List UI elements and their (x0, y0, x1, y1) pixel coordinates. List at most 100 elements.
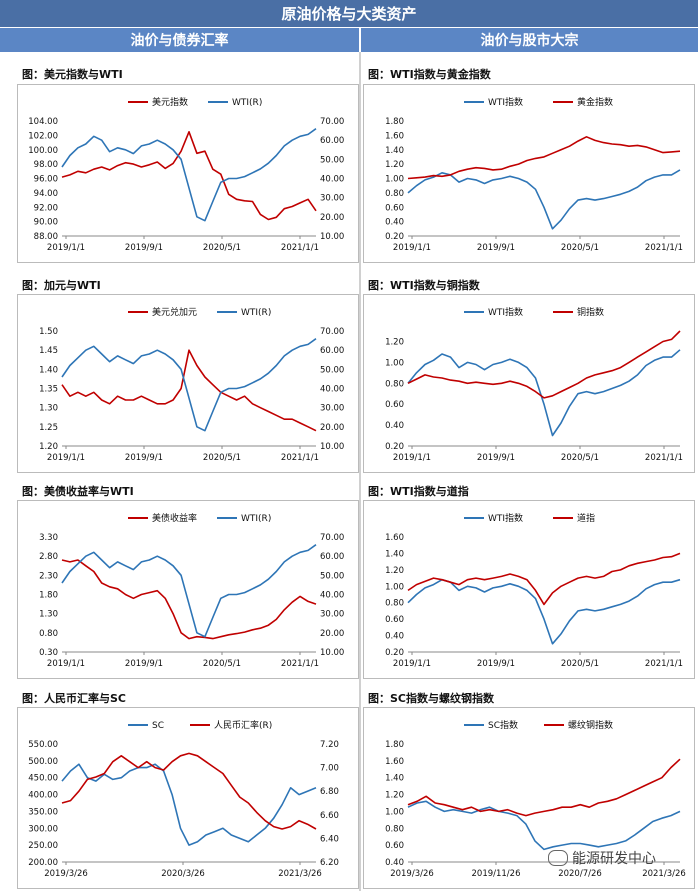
y-tick-left: 1.60 (385, 131, 404, 141)
legend-item-c3-0: 美元兑加元 (128, 306, 197, 318)
section-title-left: 油价与债券汇率 (130, 33, 229, 49)
y-tick-left: 1.00 (385, 358, 404, 368)
legend-label: 黄金指数 (577, 96, 613, 108)
x-tick-label: 2019/1/1 (393, 243, 431, 253)
legend-item-c3-1: WTI(R) (217, 308, 271, 318)
chart-panel-c6: WTI指数 道指 1.60 1.40 1.20 1.00 0.80 0.60 0.40 0.20 2… (363, 500, 695, 679)
x-tick-label: 2021/1/1 (645, 453, 683, 463)
y-tick-left: 1.20 (385, 791, 404, 801)
y-tick-right: 50.00 (320, 155, 344, 165)
y-tick-right: 70.00 (320, 327, 344, 337)
y-tick-left: 0.40 (385, 421, 404, 431)
y-tick-left: 1.25 (39, 423, 58, 433)
legend-label: WTI(R) (241, 514, 271, 524)
y-tick-left: 1.80 (39, 591, 58, 601)
x-tick-label: 2019/9/1 (125, 659, 163, 669)
y-tick-left: 0.20 (385, 442, 404, 452)
x-tick-label: 2019/1/1 (393, 453, 431, 463)
chart-panel-c4: WTI指数 铜指数 1.20 1.00 0.80 0.60 0.40 0.20 2019/1/1… (363, 294, 695, 473)
y-tick-left: 0.40 (385, 858, 404, 868)
y-tick-left: 0.80 (385, 599, 404, 609)
y-tick-right: 70.00 (320, 117, 344, 127)
series-line-c8-1 (407, 758, 681, 817)
y-tick-right: 40.00 (320, 385, 344, 395)
y-tick-left: 1.00 (385, 582, 404, 592)
y-tick-left: 90.00 (34, 218, 58, 228)
y-tick-right: 30.00 (320, 610, 344, 620)
watermark-text: 能源研发中心 (572, 851, 656, 867)
chart-panel-c2: WTI指数 黄金指数 1.80 1.60 1.40 1.20 1.00 0.80 0.60 0.4… (363, 84, 695, 263)
legend-label: 螺纹钢指数 (568, 719, 613, 731)
series-line-c2-0 (407, 169, 681, 230)
chart-panel-c1: 美元指数 WTI(R) 104.00 102.00 100.00 98.00 96.00 94… (17, 84, 359, 263)
legend-label: WTI(R) (232, 98, 262, 108)
y-tick-left: 0.80 (385, 824, 404, 834)
y-tick-left: 550.00 (28, 740, 58, 750)
y-tick-right: 7.00 (320, 764, 339, 774)
series-line-c8-0 (407, 800, 681, 851)
chart-title-c2: 图：WTI指数与黄金指数 (368, 68, 491, 81)
series-line-c7-0 (61, 763, 317, 846)
chart-panel-c3: 美元兑加元 WTI(R) 1.50 1.45 1.40 1.35 1.30 1.25 1.20 7… (17, 294, 359, 473)
chart-title-c8: 图：SC指数与螺纹钢指数 (368, 692, 494, 705)
series-line-c3-1 (61, 338, 317, 432)
y-tick-right: 7.20 (320, 740, 339, 750)
page-title: 原油价格与大类资产 (281, 5, 417, 23)
y-tick-left: 1.80 (385, 117, 404, 127)
x-tick-label: 2021/1/1 (645, 243, 683, 253)
y-tick-right: 20.00 (320, 213, 344, 223)
page-header: 原油价格与大类资产 (0, 0, 698, 27)
y-tick-left: 1.50 (39, 327, 58, 337)
legend-item-c2-0: WTI指数 (464, 96, 523, 108)
section-title-right: 油价与股市大宗 (480, 33, 579, 49)
y-tick-left: 1.60 (385, 533, 404, 543)
y-tick-left: 200.00 (28, 858, 58, 868)
legend-item-c2-1: 黄金指数 (553, 96, 613, 108)
chart-title-c4: 图：WTI指数与铜指数 (368, 279, 480, 292)
chart-panel-c5: 美债收益率 WTI(R) 3.30 2.80 2.30 1.80 1.30 0.80 0.30 7… (17, 500, 359, 679)
x-tick-label: 2020/5/1 (561, 453, 599, 463)
x-tick-label: 2019/1/1 (47, 243, 85, 253)
x-tick-label: 2020/5/1 (561, 659, 599, 669)
legend-item-c1-1: WTI(R) (208, 98, 262, 108)
series-line-c7-1 (61, 752, 317, 830)
y-tick-right: 30.00 (320, 194, 344, 204)
legend-label: SC (152, 721, 164, 731)
y-tick-left: 0.60 (385, 615, 404, 625)
legend-label: WTI指数 (488, 96, 523, 108)
y-tick-right: 10.00 (320, 442, 344, 452)
y-tick-left: 350.00 (28, 807, 58, 817)
y-tick-right: 10.00 (320, 648, 344, 658)
legend-item-c7-0: SC (128, 721, 164, 731)
legend-label: WTI指数 (488, 306, 523, 318)
legend-label: WTI(R) (241, 308, 271, 318)
y-tick-right: 40.00 (320, 175, 344, 185)
x-tick-label: 2021/1/1 (645, 659, 683, 669)
series-line-c6-1 (407, 552, 681, 606)
series-line-c6-0 (407, 578, 681, 645)
chart-title-c3: 图：加元与WTI (22, 279, 101, 292)
y-tick-left: 104.00 (28, 117, 58, 127)
y-tick-right: 30.00 (320, 404, 344, 414)
y-tick-left: 0.80 (385, 189, 404, 199)
chart-panel-c8: SC指数 螺纹钢指数 1.80 1.60 1.40 1.20 1.00 0.80 0.60 0.4… (363, 707, 695, 889)
x-tick-label: 2020/7/26 (558, 869, 602, 879)
y-tick-left: 0.40 (385, 218, 404, 228)
x-tick-label: 2020/3/26 (161, 869, 205, 879)
series-line-c2-1 (407, 136, 681, 180)
y-tick-left: 1.30 (39, 610, 58, 620)
y-tick-right: 20.00 (320, 629, 344, 639)
y-tick-left: 98.00 (34, 160, 58, 170)
legend-label: WTI指数 (488, 512, 523, 524)
legend-item-c6-1: 道指 (553, 512, 595, 524)
y-tick-left: 300.00 (28, 824, 58, 834)
x-tick-label: 2019/9/1 (477, 453, 515, 463)
y-tick-left: 1.80 (385, 740, 404, 750)
y-tick-right: 6.60 (320, 811, 339, 821)
x-tick-label: 2019/1/1 (47, 453, 85, 463)
y-tick-right: 60.00 (320, 552, 344, 562)
series-line-c3-0 (61, 349, 317, 432)
legend-item-c6-0: WTI指数 (464, 512, 523, 524)
y-tick-left: 1.30 (39, 404, 58, 414)
y-tick-right: 6.80 (320, 787, 339, 797)
